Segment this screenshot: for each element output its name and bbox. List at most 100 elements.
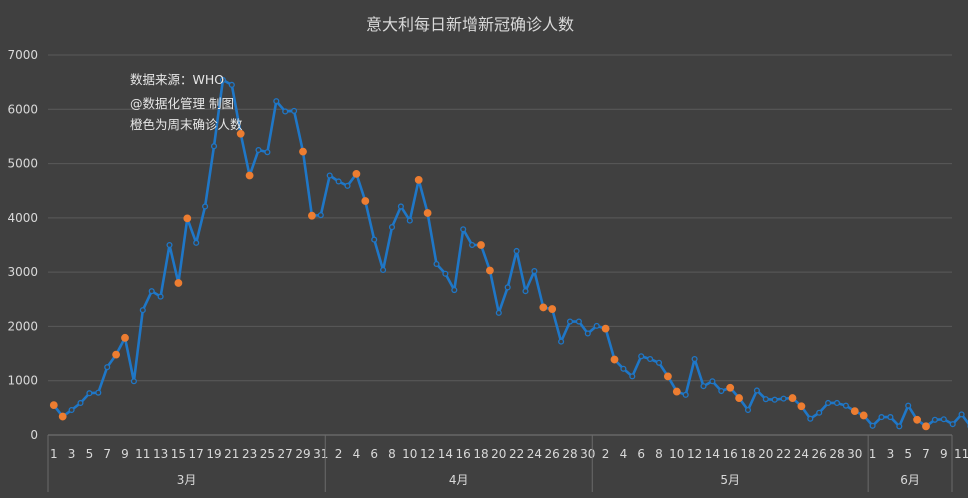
- data-point: [219, 76, 226, 84]
- data-point: [397, 203, 404, 210]
- x-tick-label: 12: [420, 447, 435, 461]
- note-legend: 橙色为周末确诊人数: [130, 117, 243, 132]
- data-point: [460, 226, 467, 233]
- x-tick-label: 9: [121, 447, 129, 461]
- data-point: [753, 387, 760, 394]
- x-tick-label: 7: [103, 447, 111, 461]
- data-point: [780, 395, 787, 402]
- data-point-weekend: [308, 211, 316, 220]
- data-point: [558, 338, 565, 345]
- data-point: [842, 402, 849, 409]
- data-point: [620, 365, 627, 372]
- data-point: [869, 422, 876, 429]
- data-point-weekend: [859, 411, 868, 420]
- data-point: [210, 143, 218, 150]
- y-tick-label: 5000: [7, 157, 38, 171]
- note-credit: @数据化管理 制图: [130, 96, 234, 111]
- data-point: [228, 81, 235, 88]
- month-label: 5月: [720, 473, 740, 487]
- data-point-weekend: [174, 279, 183, 287]
- data-point: [451, 287, 458, 294]
- data-point: [95, 389, 102, 396]
- chart-notes: 数据来源：WHO @数据化管理 制图 橙色为周末确诊人数: [130, 72, 243, 132]
- data-point-weekend: [423, 209, 432, 217]
- x-tick-label: 24: [794, 447, 809, 461]
- x-tick-label: 22: [509, 447, 524, 461]
- data-point: [193, 239, 200, 246]
- data-point: [522, 288, 529, 295]
- data-point-weekend: [850, 407, 859, 416]
- y-tick-label: 0: [30, 428, 38, 442]
- y-tick-label: 3000: [7, 265, 38, 279]
- data-point: [682, 391, 689, 398]
- data-point: [531, 268, 538, 275]
- data-point: [317, 212, 324, 219]
- data-point: [655, 359, 663, 366]
- x-tick-label: 29: [295, 447, 310, 461]
- y-axis: 0 1000 2000 3000 4000 5000 6000 7000: [7, 48, 38, 442]
- x-tick-label: 4: [620, 447, 628, 461]
- data-point-weekend: [112, 350, 120, 359]
- data-point: [700, 383, 707, 390]
- x-axis: 1 3 5 7 9 11 13 15 17 19 21 23 25 27 29 31 2 4 6 8 10 12 14 16 1…: [50, 447, 968, 461]
- data-point: [575, 318, 582, 325]
- data-point: [940, 416, 947, 423]
- x-tick-label: 14: [438, 447, 453, 461]
- x-tick-label: 15: [171, 447, 186, 461]
- data-point: [709, 378, 716, 385]
- x-tick-label: 3: [68, 447, 76, 461]
- x-tick-label: 5: [86, 447, 94, 461]
- x-tick-label: 9: [940, 447, 948, 461]
- data-point-weekend: [664, 372, 672, 381]
- x-tick-label: 19: [206, 447, 221, 461]
- x-tick-label: 6: [370, 447, 378, 461]
- x-tick-label: 2: [335, 447, 343, 461]
- x-tick-label: 22: [776, 447, 791, 461]
- data-point-weekend: [735, 394, 743, 402]
- x-tick-label: 2: [602, 447, 610, 461]
- x-tick-label: 31: [313, 447, 328, 461]
- data-point: [495, 309, 502, 316]
- month-label: 3月: [177, 473, 197, 487]
- data-point: [139, 307, 146, 314]
- data-point: [638, 353, 645, 360]
- data-point-weekend: [486, 266, 494, 275]
- x-tick-label: 4: [353, 447, 361, 461]
- x-tick-label: 5: [904, 447, 912, 461]
- note-source: 数据来源：WHO: [130, 72, 224, 87]
- data-point-weekend: [183, 214, 192, 223]
- data-point: [371, 236, 378, 243]
- x-tick-label: 18: [740, 447, 755, 461]
- data-point: [77, 399, 84, 407]
- data-point: [718, 387, 725, 395]
- x-tick-label: 20: [491, 447, 506, 461]
- x-tick-label: 16: [456, 447, 471, 461]
- data-point: [388, 224, 396, 231]
- data-point: [584, 330, 591, 337]
- data-point-weekend: [236, 129, 245, 138]
- x-tick-label: 10: [402, 447, 417, 461]
- x-tick-label: 25: [260, 447, 275, 461]
- data-point: [593, 322, 600, 329]
- data-point: [816, 409, 823, 416]
- x-tick-label: 27: [278, 447, 293, 461]
- data-point: [833, 399, 841, 407]
- x-tick-label: 1: [50, 447, 58, 461]
- data-point: [273, 98, 280, 105]
- data-point: [771, 396, 778, 403]
- data-point: [931, 416, 938, 423]
- x-tick-label: 30: [580, 447, 595, 461]
- x-tick-label: 8: [655, 447, 663, 461]
- data-point-weekend: [477, 241, 485, 249]
- x-tick-label: 1: [869, 447, 877, 461]
- data-point-weekend: [797, 402, 806, 411]
- x-tick-label: 24: [527, 447, 542, 461]
- data-point: [255, 146, 262, 154]
- data-point-weekend: [610, 355, 619, 364]
- x-tick-label: 14: [705, 447, 720, 461]
- x-tick-label: 3: [887, 447, 895, 461]
- data-point-weekend: [922, 422, 930, 431]
- data-point: [691, 355, 698, 363]
- x-tick-label: 28: [829, 447, 844, 461]
